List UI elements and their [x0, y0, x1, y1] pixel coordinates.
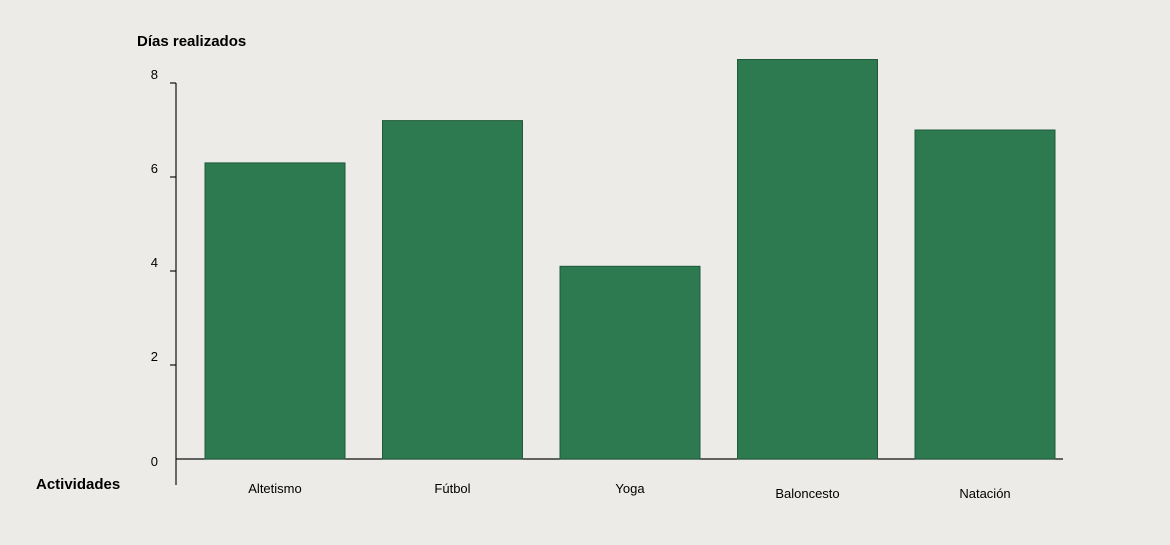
bar-altetismo: [204, 162, 346, 460]
x-category-label: Baloncesto: [775, 486, 839, 501]
x-category-label: Natación: [959, 486, 1010, 501]
y-tick-label-2: 2: [151, 349, 158, 364]
bar-natación: [914, 129, 1056, 460]
y-tick-label-4: 4: [151, 255, 158, 270]
bar-fútbol: [382, 120, 523, 460]
y-tick-label-8: 8: [151, 67, 158, 82]
y-axis-title: Días realizados: [137, 33, 246, 50]
bar-yoga: [559, 265, 701, 460]
bar-baloncesto: [737, 59, 878, 460]
y-tick-label-0: 0: [151, 454, 158, 469]
x-category-label: Fútbol: [434, 481, 470, 496]
x-category-label: Altetismo: [248, 481, 301, 496]
y-tick-label-6: 6: [151, 161, 158, 176]
x-axis-title: Actividades: [36, 476, 120, 493]
x-category-label: Yoga: [615, 481, 645, 496]
